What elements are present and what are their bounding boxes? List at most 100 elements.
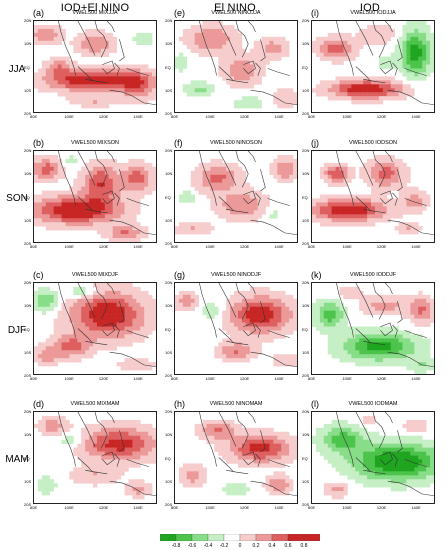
anomaly-cell	[406, 302, 411, 308]
anomaly-cell	[202, 226, 207, 231]
anomaly-cell	[261, 451, 266, 456]
anomaly-cell	[277, 298, 282, 304]
anomaly-cell	[226, 455, 231, 460]
anomaly-cell	[406, 479, 411, 484]
anomaly-cell	[335, 427, 340, 433]
coastline	[218, 66, 234, 82]
anomaly-cell	[343, 194, 348, 199]
anomaly-cell	[152, 170, 156, 176]
anomaly-cell	[230, 314, 235, 319]
anomaly-cell	[402, 190, 407, 195]
anomaly-cell	[367, 28, 372, 34]
anomaly-cell	[398, 483, 403, 488]
anomaly-cell	[261, 330, 266, 335]
anomaly-cell	[116, 463, 121, 468]
anomaly-cell	[128, 431, 133, 437]
anomaly-cell	[374, 170, 380, 176]
anomaly-cell	[273, 214, 278, 219]
anomaly-cell	[386, 56, 392, 61]
anomaly-cell	[327, 338, 332, 343]
anomaly-cell	[418, 471, 423, 476]
anomaly-cell	[116, 338, 121, 343]
anomaly-cell	[277, 92, 282, 97]
coastline	[404, 68, 427, 76]
anomaly-cell	[331, 56, 336, 61]
anomaly-cell	[331, 194, 336, 199]
anomaly-cell	[45, 210, 51, 215]
anomaly-cell	[93, 326, 98, 331]
anomaly-cell	[390, 294, 395, 300]
anomaly-cell	[89, 298, 94, 304]
anomaly-cell	[77, 64, 82, 69]
anomaly-cell	[136, 290, 141, 296]
anomaly-cell	[406, 471, 411, 476]
coastline	[243, 190, 256, 205]
anomaly-cell	[214, 166, 219, 172]
anomaly-cell	[410, 190, 415, 195]
anomaly-cell	[418, 76, 423, 81]
anomaly-cell	[198, 471, 203, 476]
y-tick-label: 20N	[302, 409, 310, 414]
anomaly-cell	[237, 350, 243, 355]
anomaly-cell	[249, 206, 255, 211]
anomaly-cell	[100, 283, 106, 288]
anomaly-cell	[124, 92, 129, 97]
anomaly-cell	[96, 322, 102, 327]
anomaly-cell	[57, 72, 62, 77]
anomaly-cell	[108, 162, 114, 168]
anomaly-cell	[132, 234, 137, 239]
anomaly-cell	[323, 318, 329, 323]
anomaly-cell	[226, 174, 231, 179]
anomaly-cell	[96, 290, 102, 296]
anomaly-cell	[347, 463, 352, 468]
anomaly-cell	[136, 170, 141, 176]
anomaly-cell	[323, 166, 329, 172]
anomaly-cell	[293, 455, 297, 460]
anomaly-cell	[253, 463, 258, 468]
anomaly-cell	[323, 326, 329, 331]
anomaly-cell	[132, 80, 137, 85]
anomaly-cell	[116, 76, 121, 81]
anomaly-cell	[327, 206, 332, 211]
colorbar	[160, 534, 320, 541]
anomaly-cell	[394, 202, 399, 207]
anomaly-cell	[96, 36, 102, 42]
anomaly-cell	[226, 24, 231, 30]
colorbar-tick-label: 0.6	[284, 543, 292, 549]
anomaly-cell	[108, 290, 114, 296]
anomaly-cell	[273, 318, 278, 323]
anomaly-cell	[81, 198, 86, 203]
anomaly-cell	[402, 44, 407, 49]
anomaly-cell	[89, 342, 94, 347]
anomaly-cell	[367, 471, 372, 476]
anomaly-cell	[93, 467, 98, 472]
anomaly-cell	[355, 435, 360, 440]
anomaly-cell	[390, 467, 395, 472]
anomaly-cell	[89, 447, 94, 452]
anomaly-cell	[124, 68, 129, 73]
anomaly-cell	[315, 210, 321, 215]
anomaly-cell	[65, 218, 70, 223]
anomaly-cell	[265, 290, 270, 296]
anomaly-cell	[281, 294, 286, 300]
anomaly-cell	[323, 174, 329, 179]
anomaly-cell	[371, 447, 376, 452]
anomaly-cell	[418, 68, 423, 73]
anomaly-cell	[140, 72, 145, 77]
anomaly-cell	[355, 48, 360, 53]
anomaly-cell	[339, 198, 344, 203]
anomaly-cell	[140, 166, 145, 172]
anomaly-cell	[257, 190, 262, 195]
anomaly-cell	[339, 423, 344, 429]
anomaly-cell	[351, 174, 356, 179]
anomaly-cell	[120, 100, 125, 105]
anomaly-cell	[148, 443, 153, 448]
anomaly-cell	[120, 238, 125, 242]
anomaly-cell	[382, 310, 388, 315]
anomaly-cell	[100, 40, 106, 46]
anomaly-cell	[241, 218, 247, 223]
anomaly-cell	[343, 222, 348, 227]
anomaly-cell	[104, 234, 110, 239]
anomaly-cell	[108, 459, 114, 464]
anomaly-cell	[374, 330, 380, 335]
